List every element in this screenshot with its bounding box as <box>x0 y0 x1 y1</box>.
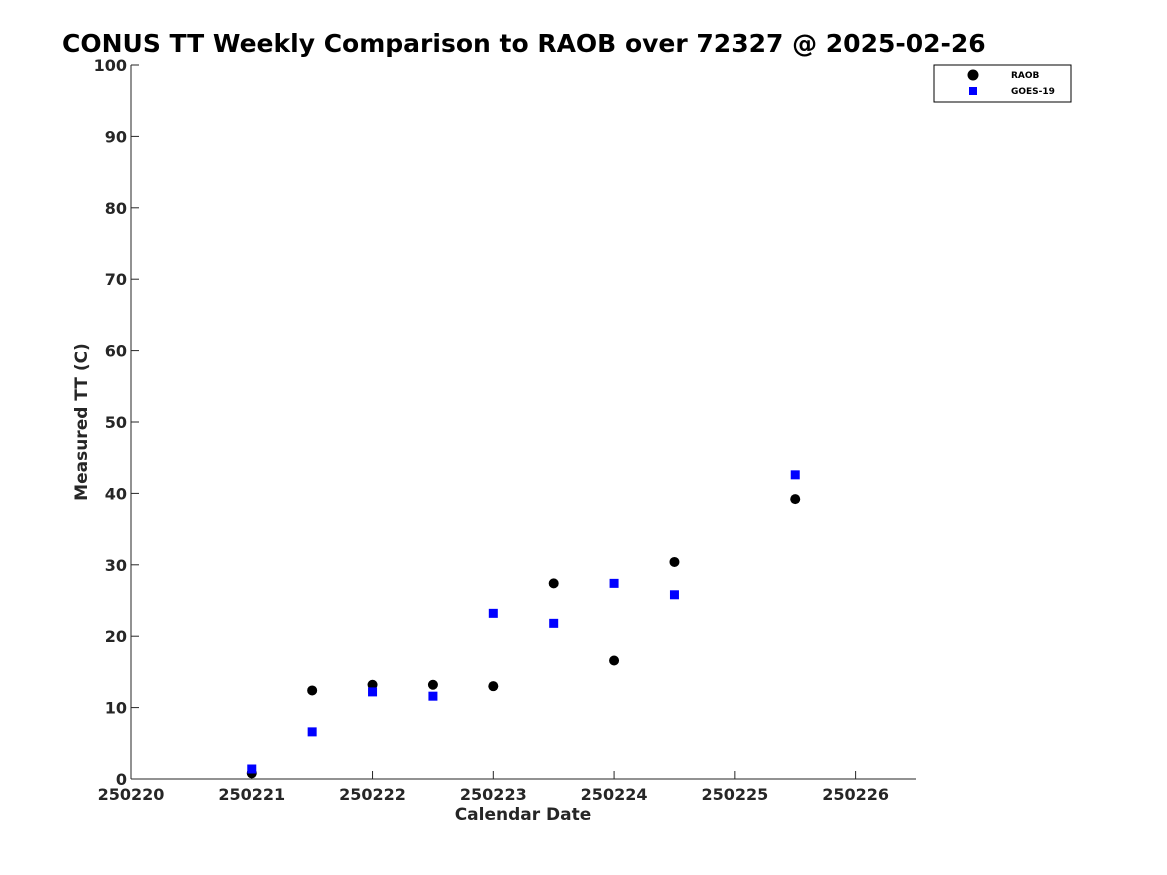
x-axis-label: Calendar Date <box>455 805 592 825</box>
goes19-point <box>428 691 438 701</box>
raob-point <box>427 679 438 690</box>
x-tick-label: 250224 <box>581 785 648 804</box>
goes19-point <box>488 608 498 618</box>
goes19-point <box>247 764 257 774</box>
legend: RAOB GOES-19 <box>933 64 1072 103</box>
raob-point <box>367 679 378 690</box>
raob-point <box>307 685 318 696</box>
raob-point <box>488 681 499 692</box>
raob-point <box>548 578 559 589</box>
x-tick-label: 250225 <box>701 785 768 804</box>
legend-raob-label: RAOB <box>1011 71 1040 81</box>
y-tick-label: 70 <box>105 270 127 289</box>
goes19-point <box>609 578 619 588</box>
y-tick-label: 20 <box>105 627 127 646</box>
goes19-point <box>307 727 317 737</box>
legend-box <box>933 64 1072 103</box>
goes19-point <box>368 687 378 697</box>
x-tick-label: 250222 <box>339 785 406 804</box>
y-tick-label: 30 <box>105 556 127 575</box>
data-points <box>246 470 801 779</box>
y-tick-label: 50 <box>105 413 127 432</box>
x-tick-label: 250223 <box>460 785 527 804</box>
y-tick-label: 90 <box>105 127 127 146</box>
chart-title: CONUS TT Weekly Comparison to RAOB over … <box>62 29 986 58</box>
axes <box>130 65 916 780</box>
y-tick-label: 60 <box>105 342 127 361</box>
raob-point <box>609 655 620 666</box>
y-axis-label: Measured TT (C) <box>72 343 92 501</box>
legend-goes19-marker <box>969 87 977 95</box>
y-tick-label: 80 <box>105 199 127 218</box>
x-tick-label: 250226 <box>822 785 889 804</box>
goes19-point <box>549 618 559 628</box>
y-tick-label: 100 <box>94 56 127 75</box>
raob-point <box>790 494 801 505</box>
y-tick-label: 10 <box>105 699 127 718</box>
y-tick-label: 0 <box>116 770 127 789</box>
x-tick-label: 250221 <box>218 785 285 804</box>
legend-raob-marker <box>967 69 979 81</box>
axis-ticks: 0 10 20 30 40 50 60 70 80 90 100 250220 250221 250222… <box>94 56 889 804</box>
y-tick-label: 40 <box>105 484 127 503</box>
x-tick-label: 250220 <box>98 785 165 804</box>
goes19-point <box>790 470 800 480</box>
raob-point <box>669 556 680 567</box>
legend-goes19-label: GOES-19 <box>1011 87 1055 97</box>
goes19-point <box>669 590 679 600</box>
